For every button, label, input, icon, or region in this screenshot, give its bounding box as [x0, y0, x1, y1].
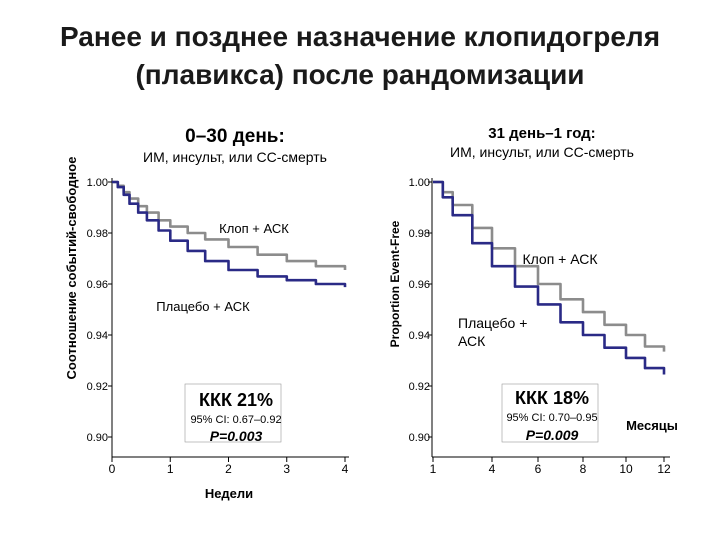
left-series-clop-line [112, 180, 347, 270]
right-x-tick-label: 12 [657, 462, 671, 476]
right-x-tick-label: 6 [535, 462, 542, 476]
right-ci-label: 95% CI: 0.70–0.95 [506, 412, 597, 424]
right-y-tick-label: 0.92 [409, 381, 430, 393]
left-y-tick-label: 1.00 [87, 177, 108, 189]
right-y-tick-label: 0.90 [409, 432, 430, 444]
left-ci-label: 95% CI: 0.67–0.92 [190, 414, 281, 426]
left-series-placebo-line [112, 180, 347, 288]
left-rrr-box [184, 383, 282, 443]
left-y-tick-label: 0.94 [87, 330, 108, 342]
right-rrr-box [501, 383, 599, 443]
left-rrr-label: ККК 21% [199, 390, 273, 410]
right-chart-subtitle: ИМ, инсульт, или СС-смерть [450, 144, 634, 160]
right-y-tick-label: 0.94 [409, 330, 430, 342]
right-y-tick-label: 0.98 [409, 228, 430, 240]
title-line-1: Ранее и позднее назначение клопидогреля [59, 21, 661, 52]
right-x-tick-label: 10 [619, 462, 633, 476]
right-chart-title: 31 день–1 год: [488, 125, 595, 142]
right-x-axis-label: Месяцы [626, 418, 678, 433]
right-x-tick-label: 4 [489, 462, 496, 476]
left-x-tick-label: 3 [283, 462, 290, 476]
right-y-tick-label: 0.96 [409, 279, 430, 291]
page-title: Ранее и позднее назначение клопидогреля … [0, 18, 720, 94]
right-series-label-clop: Клоп + АСК [522, 251, 598, 267]
left-chart-subtitle: ИМ, инсульт, или СС-смерть [143, 149, 327, 165]
left-series-label-placebo: Плацебо + АСК [156, 299, 250, 314]
left-series-label-clop: Клоп + АСК [219, 221, 289, 236]
right-series-label-placebo: Плацебо + АСК [458, 315, 531, 349]
right-series-label-placebo-line1: Плацебо + [458, 315, 527, 331]
left-y-tick-label: 0.96 [87, 279, 108, 291]
left-p-label: P=0.003 [210, 428, 263, 444]
left-chart-title: 0–30 день: [185, 126, 285, 147]
right-y-tick-label: 1.00 [409, 177, 430, 189]
left-y-tick-label: 0.90 [87, 432, 108, 444]
left-x-tick-label: 0 [109, 462, 116, 476]
right-y-axis-label: Proportion Event-Free [388, 220, 402, 347]
right-x-tick-label: 8 [580, 462, 587, 476]
left-x-tick-label: 4 [342, 462, 349, 476]
left-x-tick-label: 1 [167, 462, 174, 476]
left-y-axis-label: Соотношение событий-свободное [64, 157, 79, 380]
right-series-label-placebo-line2: АСК [458, 333, 486, 349]
title-line-2: (плавикса) после рандомизации [135, 59, 585, 90]
right-rrr-label: ККК 18% [515, 388, 589, 408]
left-y-tick-label: 0.92 [87, 381, 108, 393]
right-p-label: P=0.009 [526, 427, 579, 443]
right-series-placebo-line [433, 180, 666, 375]
right-x-tick-label: 1 [430, 462, 437, 476]
left-x-axis-label: Недели [205, 486, 253, 501]
left-x-tick-label: 2 [225, 462, 232, 476]
left-y-tick-label: 0.98 [87, 228, 108, 240]
